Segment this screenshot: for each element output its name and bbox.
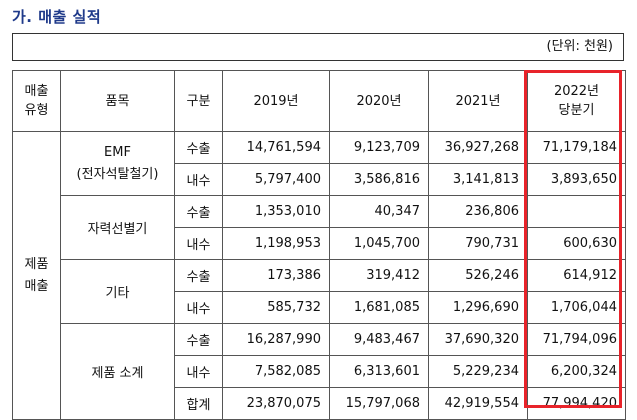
sales-type-line1: 제품 — [24, 256, 49, 272]
value-2019: 5,797,400 — [222, 163, 330, 196]
division-cell: 합계 — [174, 387, 223, 420]
item-cell: 제품 소계 — [60, 323, 175, 420]
value-2020: 15,797,068 — [329, 387, 429, 420]
item-name-line2: (전자석탈철기) — [76, 166, 159, 182]
unit-note: (단위: 천원) — [12, 33, 624, 61]
value-2019: 1,198,953 — [222, 227, 330, 260]
value-2022: 600,630 — [527, 227, 626, 260]
value-2019: 14,761,594 — [222, 131, 330, 164]
value-2022 — [527, 195, 626, 228]
value-2021: 790,731 — [428, 227, 528, 260]
table-row: 내수 5,797,400 3,586,816 3,141,813 3,893,6… — [13, 163, 626, 196]
division-cell: 수출 — [174, 131, 223, 164]
header-2022: 2022년 당분기 — [527, 70, 626, 132]
division-cell: 내수 — [174, 291, 223, 324]
header-2019: 2019년 — [222, 70, 330, 132]
value-2020: 6,313,601 — [329, 355, 429, 388]
division-cell: 내수 — [174, 163, 223, 196]
value-2021: 526,246 — [428, 259, 528, 292]
item-cell: 기타 — [60, 259, 175, 324]
sales-table: 매출 유형 품목 구분 2019년 2020년 2021년 2022년 당분기 … — [12, 70, 626, 420]
division-cell: 수출 — [174, 195, 223, 228]
table-row: 제품 매출 EMF (전자석탈철기) 수출 14,761,594 9,123,7… — [12, 131, 626, 420]
value-2022: 6,200,324 — [527, 355, 626, 388]
value-2021: 236,806 — [428, 195, 528, 228]
value-2022: 614,912 — [527, 259, 626, 292]
header-2022-line2: 당분기 — [558, 103, 595, 118]
table-row: 내수 7,582,085 6,313,601 5,229,234 6,200,3… — [13, 355, 626, 388]
sales-type-cell: 제품 매출 — [12, 131, 61, 420]
value-2020: 3,586,816 — [329, 163, 429, 196]
table-row: 기타 수출 173,386 319,412 526,246 614,912 — [13, 259, 626, 324]
item-cell: 자력선별기 — [60, 195, 175, 260]
header-2021: 2021년 — [428, 70, 528, 132]
value-2020: 319,412 — [329, 259, 429, 292]
sales-type-line2: 매출 — [24, 278, 49, 294]
value-2022: 77,994,420 — [527, 387, 626, 420]
value-2021: 42,919,554 — [428, 387, 528, 420]
value-2019: 173,386 — [222, 259, 330, 292]
value-2022: 3,893,650 — [527, 163, 626, 196]
value-2021: 1,296,690 — [428, 291, 528, 324]
header-sales-type-line1: 매출 — [24, 84, 49, 99]
item-cell: EMF (전자석탈철기) — [60, 131, 175, 196]
division-cell: 내수 — [174, 227, 223, 260]
value-2022: 71,179,184 — [527, 131, 626, 164]
table-row: 내수 1,198,953 1,045,700 790,731 600,630 — [13, 227, 626, 260]
value-2020: 1,045,700 — [329, 227, 429, 260]
header-2022-line1: 2022년 — [553, 84, 600, 99]
division-cell: 내수 — [174, 355, 223, 388]
division-cell: 수출 — [174, 323, 223, 356]
value-2019: 1,353,010 — [222, 195, 330, 228]
value-2020: 9,123,709 — [329, 131, 429, 164]
table-row: 자력선별기 수출 1,353,010 40,347 236,806 — [13, 195, 626, 260]
value-2021: 3,141,813 — [428, 163, 528, 196]
value-2019: 7,582,085 — [222, 355, 330, 388]
header-item: 품목 — [60, 70, 175, 132]
value-2022: 71,794,096 — [527, 323, 626, 356]
division-cell: 수출 — [174, 259, 223, 292]
header-2020: 2020년 — [329, 70, 429, 132]
value-2021: 36,927,268 — [428, 131, 528, 164]
item-name-line1: EMF — [104, 144, 131, 160]
value-2020: 40,347 — [329, 195, 429, 228]
value-2020: 1,681,085 — [329, 291, 429, 324]
value-2020: 9,483,467 — [329, 323, 429, 356]
header-sales-type: 매출 유형 — [12, 70, 61, 132]
header-sales-type-line2: 유형 — [24, 103, 49, 118]
value-2019: 23,870,075 — [222, 387, 330, 420]
value-2019: 16,287,990 — [222, 323, 330, 356]
value-2022: 1,706,044 — [527, 291, 626, 324]
table-row: 제품 소계 수출 16,287,990 9,483,467 37,690,320… — [13, 323, 626, 420]
header-row: 매출 유형 품목 구분 2019년 2020년 2021년 2022년 당분기 — [12, 70, 626, 132]
value-2019: 585,732 — [222, 291, 330, 324]
value-2021: 5,229,234 — [428, 355, 528, 388]
section-title: 가. 매출 실적 — [12, 8, 102, 26]
header-division: 구분 — [174, 70, 223, 132]
table-row: 내수 585,732 1,681,085 1,296,690 1,706,044 — [13, 291, 626, 324]
value-2021: 37,690,320 — [428, 323, 528, 356]
